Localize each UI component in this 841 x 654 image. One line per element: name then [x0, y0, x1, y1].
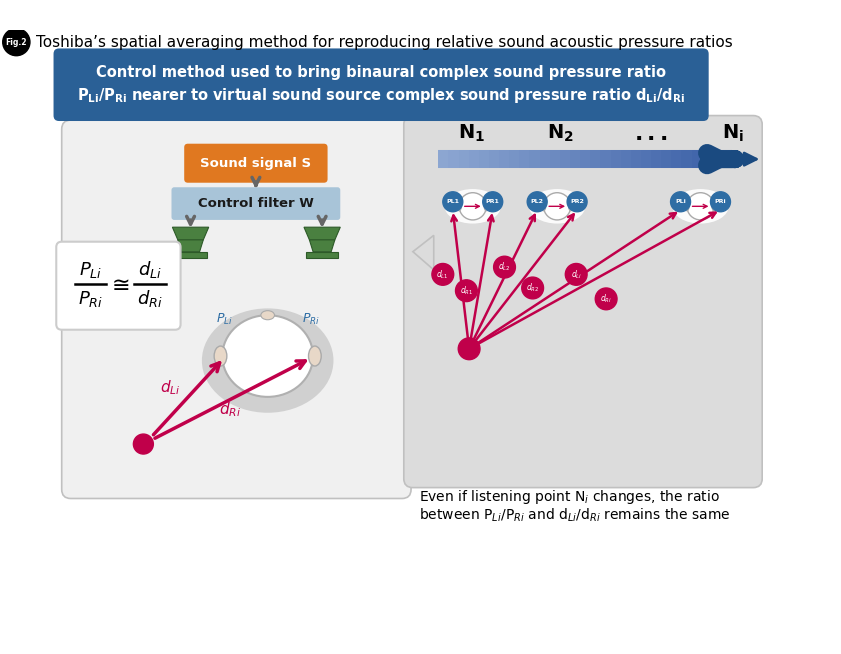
Text: $\mathbf{...}$: $\mathbf{...}$: [634, 124, 668, 144]
Circle shape: [595, 288, 617, 310]
Text: Fig.2: Fig.2: [6, 37, 27, 46]
Ellipse shape: [484, 202, 489, 211]
Circle shape: [711, 192, 731, 212]
Circle shape: [443, 192, 463, 212]
Text: $P_{Ri}$: $P_{Ri}$: [302, 312, 320, 327]
Text: $d_{Li}$: $d_{Li}$: [138, 260, 161, 281]
Circle shape: [134, 434, 153, 454]
Circle shape: [543, 193, 571, 220]
Circle shape: [3, 29, 30, 56]
Text: PR2: PR2: [570, 199, 584, 204]
Circle shape: [458, 338, 480, 360]
Text: Sound signal S: Sound signal S: [200, 157, 311, 170]
Text: $P_{Li}$: $P_{Li}$: [79, 260, 103, 280]
Text: $d_{Li}$: $d_{Li}$: [161, 379, 181, 397]
Ellipse shape: [202, 309, 334, 413]
Text: $\mathbf{N_i}$: $\mathbf{N_i}$: [722, 123, 744, 145]
Ellipse shape: [542, 202, 546, 211]
Text: $P_{Li}$: $P_{Li}$: [216, 312, 232, 327]
Text: Control filter W: Control filter W: [198, 197, 314, 210]
Circle shape: [565, 264, 587, 285]
Text: $d_{L1}$: $d_{L1}$: [436, 268, 449, 281]
Text: $d_{R2}$: $d_{R2}$: [526, 282, 539, 294]
Text: PL2: PL2: [531, 199, 543, 204]
Text: $P_{Ri}$: $P_{Ri}$: [78, 289, 103, 309]
Polygon shape: [309, 240, 335, 252]
Polygon shape: [304, 227, 341, 240]
Ellipse shape: [673, 189, 728, 224]
Ellipse shape: [445, 189, 501, 224]
FancyBboxPatch shape: [184, 144, 328, 182]
FancyBboxPatch shape: [61, 120, 411, 498]
Polygon shape: [174, 252, 207, 258]
Ellipse shape: [214, 346, 227, 366]
Circle shape: [483, 192, 503, 212]
Circle shape: [521, 277, 543, 299]
Ellipse shape: [457, 202, 462, 211]
Text: Even if listening point N$_i$ changes, the ratio: Even if listening point N$_i$ changes, t…: [419, 488, 720, 506]
FancyBboxPatch shape: [54, 48, 709, 121]
Ellipse shape: [685, 202, 689, 211]
Text: $\mathbf{N_2}$: $\mathbf{N_2}$: [547, 123, 574, 145]
Circle shape: [456, 280, 478, 301]
Text: $d_{Ri}$: $d_{Ri}$: [137, 288, 162, 309]
Circle shape: [432, 264, 453, 285]
Text: PLi: PLi: [675, 199, 686, 204]
Ellipse shape: [569, 202, 573, 211]
Ellipse shape: [261, 311, 274, 320]
Text: PL1: PL1: [447, 199, 459, 204]
Polygon shape: [177, 240, 204, 252]
Text: between P$_{Li}$/P$_{Ri}$ and d$_{Li}$/d$_{Ri}$ remains the same: between P$_{Li}$/P$_{Ri}$ and d$_{Li}$/d…: [419, 506, 731, 524]
Ellipse shape: [529, 189, 585, 224]
Text: $d_{L2}$: $d_{L2}$: [498, 261, 510, 273]
Polygon shape: [413, 235, 434, 270]
Text: PR1: PR1: [486, 199, 500, 204]
Text: $\cong$: $\cong$: [107, 274, 130, 294]
Text: $\mathbf{P_{Li}/P_{Ri}}$$\mathbf{\ nearer\ to\ virtual\ sound\ source\ complex\ : $\mathbf{P_{Li}/P_{Ri}}$$\mathbf{\ neare…: [77, 86, 685, 105]
Circle shape: [567, 192, 587, 212]
FancyBboxPatch shape: [172, 187, 341, 220]
Text: $d_{Ri}$: $d_{Ri}$: [600, 292, 612, 305]
Ellipse shape: [222, 315, 313, 397]
FancyBboxPatch shape: [404, 116, 762, 488]
Text: Toshiba’s spatial averaging method for reproducing relative sound acoustic press: Toshiba’s spatial averaging method for r…: [36, 35, 733, 50]
Circle shape: [459, 193, 486, 220]
Text: $d_{Ri}$: $d_{Ri}$: [219, 400, 241, 419]
Circle shape: [494, 256, 516, 278]
Circle shape: [670, 192, 690, 212]
Ellipse shape: [711, 202, 717, 211]
Text: $\mathbf{N_1}$: $\mathbf{N_1}$: [458, 123, 485, 145]
Text: $d_{R1}$: $d_{R1}$: [460, 284, 473, 297]
Text: $d_{Li}$: $d_{Li}$: [570, 268, 582, 281]
Text: Control method used to bring binaural complex sound pressure ratio: Control method used to bring binaural co…: [96, 65, 666, 80]
Circle shape: [687, 193, 714, 220]
Text: PRi: PRi: [715, 199, 727, 204]
FancyBboxPatch shape: [56, 242, 181, 330]
Circle shape: [527, 192, 547, 212]
Ellipse shape: [309, 346, 321, 366]
Polygon shape: [306, 252, 338, 258]
Polygon shape: [172, 227, 209, 240]
